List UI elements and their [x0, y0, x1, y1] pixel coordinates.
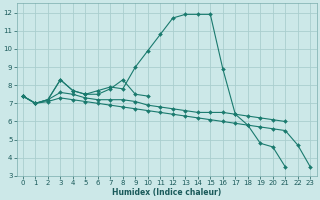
X-axis label: Humidex (Indice chaleur): Humidex (Indice chaleur) — [112, 188, 221, 197]
